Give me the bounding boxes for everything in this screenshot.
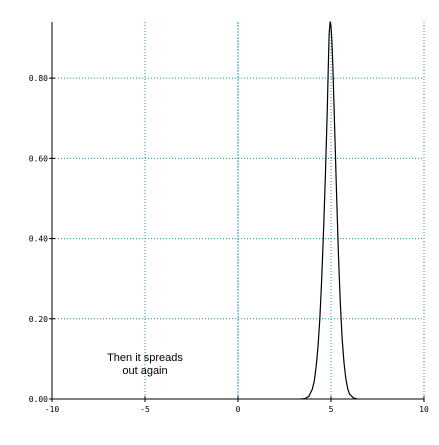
- x-tick-label: 5: [329, 405, 334, 414]
- y-tick-label: 0.00: [29, 395, 48, 404]
- tick-marks: [49, 77, 425, 402]
- x-tick-label: 10: [419, 405, 429, 414]
- series-line: [301, 21, 358, 400]
- x-tick-label: 0: [236, 405, 241, 414]
- y-tick-label: 0.60: [29, 154, 48, 163]
- series: [301, 21, 358, 400]
- y-tick-label: 0.40: [29, 235, 48, 244]
- y-tick-label: 0.80: [29, 74, 48, 83]
- x-tick-label: -10: [45, 405, 60, 414]
- annotation: Then it spreads out again: [107, 352, 183, 377]
- tick-labels: -10 -5 0 5 10 0.00 0.20 0.40 0.60 0.80: [29, 74, 429, 414]
- grid-lines: [52, 22, 425, 399]
- annotations: Then it spreads out again: [107, 352, 183, 377]
- x-tick-label: -5: [140, 405, 150, 414]
- y-tick-label: 0.20: [29, 315, 48, 324]
